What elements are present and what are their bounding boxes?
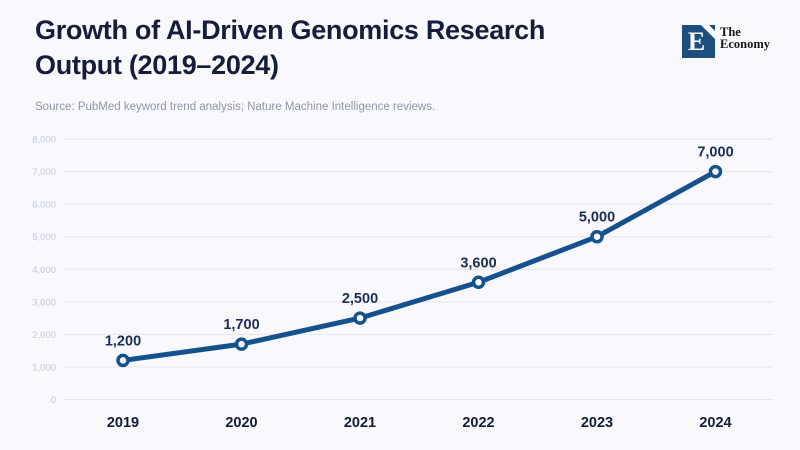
data-point-marker [234, 337, 249, 351]
y-axis-tick-label: 4,000 [32, 265, 56, 276]
chart-title: Growth of AI-Driven Genomics Research Out… [35, 13, 545, 83]
chart-title-line2: Output (2019–2024) [35, 50, 279, 80]
brand-name-line1: The [720, 25, 741, 39]
x-axis-label: 2021 [344, 415, 376, 431]
data-point-label: 2,500 [342, 291, 378, 307]
brand-logo-mark: E [682, 25, 715, 58]
x-axis-label: 2020 [225, 415, 257, 431]
y-axis-tick-label: 8,000 [32, 135, 56, 146]
x-axis-label: 2023 [581, 415, 613, 431]
y-axis-tick-label: 7,000 [32, 167, 56, 178]
data-point-marker [590, 229, 604, 244]
brand-logo-letter: E [687, 27, 706, 56]
data-point-marker [353, 311, 367, 325]
x-axis-label: 2024 [699, 415, 731, 431]
y-axis-tick-label: 0 [51, 395, 56, 406]
y-axis-tick-label: 3,000 [32, 297, 56, 308]
brand-logo-name: The Economy [720, 25, 770, 51]
y-axis-tick-label: 1,000 [32, 362, 56, 373]
y-axis-tick-label: 2,000 [32, 330, 56, 341]
data-point-label: 1,700 [223, 317, 259, 333]
data-point-marker [708, 164, 723, 179]
data-point-label: 7,000 [697, 145, 733, 161]
y-axis-tick-label: 6,000 [32, 200, 56, 211]
data-point-marker [116, 353, 130, 368]
data-point-label: 1,200 [105, 333, 141, 349]
logo-corner-notch-icon [701, 25, 715, 39]
source-note: Source: PubMed keyword trend analysis; N… [35, 101, 436, 113]
y-axis-tick-label: 5,000 [32, 232, 56, 243]
x-axis-label: 2019 [107, 415, 139, 431]
chart-title-line1: Growth of AI-Driven Genomics Research [35, 15, 546, 45]
trend-line [120, 169, 718, 363]
data-point-label: 3,600 [460, 255, 496, 271]
x-axis-label: 2022 [462, 415, 494, 431]
data-point-label: 5,000 [579, 210, 615, 226]
data-point-marker [471, 275, 486, 290]
brand-logo: E The Economy [682, 25, 777, 59]
brand-name-line2: Economy [720, 36, 770, 51]
